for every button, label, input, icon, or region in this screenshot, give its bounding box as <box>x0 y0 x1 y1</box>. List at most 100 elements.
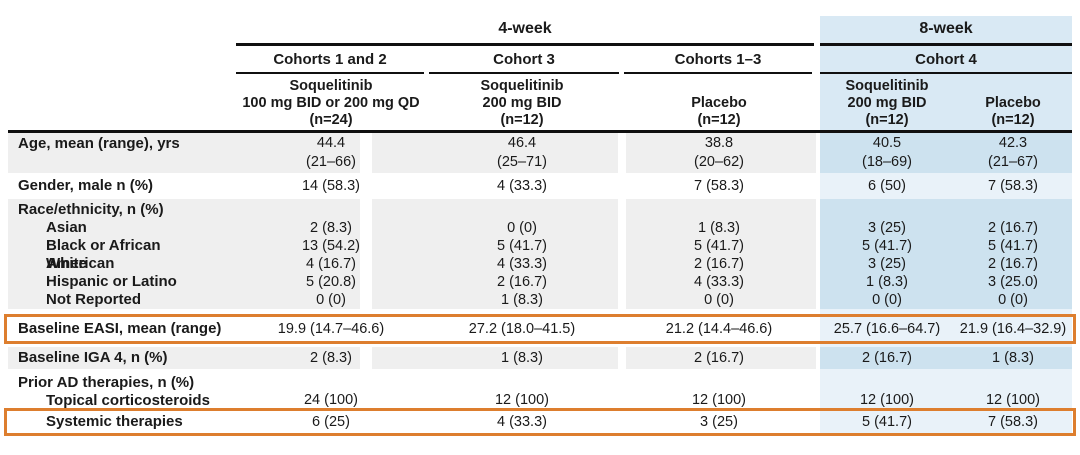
row-prior-ad-therapies: Prior AD therapies, n (%) Topical cortic… <box>8 373 1072 409</box>
sub-row-label: Asian <box>46 219 87 236</box>
cell: 21.2 (14.4–46.6) <box>665 321 773 337</box>
row-baseline-easi: Baseline EASI, mean (range) 19.9 (14.7–4… <box>4 314 1076 344</box>
cell: 3 (25) 5 (41.7) 3 (25) 1 (8.3) 0 (0) <box>820 199 954 309</box>
cell-line: 5 (41.7) <box>988 238 1038 254</box>
row-age: Age, mean (range), yrs 44.4 (21–66) 46.4 (… <box>8 133 1072 173</box>
divider-under-4week <box>236 43 814 46</box>
cell: 2 (8.3) <box>310 350 352 366</box>
blank-line <box>422 201 622 219</box>
cell-line: 4 (33.3) <box>497 256 547 272</box>
row-label: Age, mean (range), yrs <box>18 135 180 152</box>
cell-line: (20–62) <box>694 154 744 170</box>
column-background <box>372 199 618 309</box>
row-gender: Gender, male n (%) 14 (58.3) 4 (33.3) 7 … <box>8 173 1072 199</box>
week8-column-background <box>820 373 1072 409</box>
week8-column-background <box>820 199 1072 309</box>
cell: 1 (8.3) <box>992 350 1034 366</box>
cell: 1 (8.3) 5 (41.7) 2 (16.7) 4 (33.3) 0 (0) <box>623 199 815 309</box>
row-label: Systemic therapies <box>46 413 183 430</box>
cell-line: (25–71) <box>497 154 547 170</box>
column-header-line: 100 mg BID or 200 mg QD <box>242 95 420 111</box>
cell-line: 2 (16.7) <box>988 220 1038 236</box>
column-header-line: Soquelitinib <box>289 78 373 94</box>
cell-line: 3 (25) <box>868 256 906 272</box>
week8-column-background <box>820 315 1072 343</box>
row-spacer <box>8 309 1072 315</box>
column-header-line: (n=12) <box>991 112 1035 128</box>
cell-line: 42.3 <box>998 135 1028 151</box>
column-header-soq-200-c3: Soquelitinib 200 mg BID (n=12) <box>422 76 622 129</box>
cohort-label-1-and-2: Cohorts 1 and 2 <box>273 51 387 68</box>
week8-column-background <box>820 369 1072 373</box>
cell-line: 2 (16.7) <box>988 256 1038 272</box>
cell: 7 (58.3) <box>988 414 1038 430</box>
column-background <box>626 199 816 309</box>
cell: 4 (33.3) <box>497 414 547 430</box>
sub-row-label: Black or African American <box>46 237 161 272</box>
cell: 46.4 (25–71) <box>422 133 622 173</box>
column-header-line: Soquelitinib <box>480 78 564 94</box>
cell: 3 (25) <box>700 414 738 430</box>
column-header-line: Placebo <box>985 95 1041 111</box>
cell: 24 (100) <box>303 392 358 408</box>
row-label: Gender, male n (%) <box>18 177 154 194</box>
cell: 21.9 (16.4–32.9) <box>959 321 1067 337</box>
table-header: 4-week 8-week Cohorts 1 and 2 Cohort 3 C… <box>8 16 1072 133</box>
sub-row-label: Hispanic or Latino <box>46 273 177 290</box>
cell: 1 (8.3) <box>501 350 543 366</box>
cell-line: 3 (25.0) <box>988 274 1038 290</box>
row-race-ethnicity: Race/ethnicity, n (%) Asian Black or Afr… <box>8 199 1072 309</box>
cell-line: 4 (16.7) <box>306 256 356 272</box>
column-header-placebo-c4: Placebo (n=12) <box>954 76 1072 129</box>
cell-line: 0 (0) <box>704 292 734 308</box>
cell-line: 5 (41.7) <box>497 238 547 254</box>
cell-line: (18–69) <box>862 154 912 170</box>
cell: 40.5 (18–69) <box>820 133 954 173</box>
blank-line <box>820 201 954 219</box>
divider-under-8week <box>820 43 1072 46</box>
cell-line: 1 (8.3) <box>866 274 908 290</box>
column-header-soq-100-200: Soquelitinib 100 mg BID or 200 mg QD (n=… <box>229 76 433 129</box>
column-header-line: Placebo <box>691 95 747 111</box>
week8-column-background <box>820 173 1072 199</box>
cell: 6 (25) <box>312 414 350 430</box>
cell-line: 0 (0) <box>998 292 1028 308</box>
cohort-label-4: Cohort 4 <box>915 51 977 68</box>
week8-column-background <box>820 133 1072 173</box>
week8-column-background <box>820 343 1072 347</box>
column-header-line: 200 mg BID <box>482 95 562 111</box>
column-background <box>372 133 618 173</box>
cell-line: 13 (54.2) <box>301 238 361 254</box>
column-background <box>626 133 816 173</box>
column-header-line: (n=12) <box>500 112 544 128</box>
row-label-group: Race/ethnicity, n (%) Asian Black or Afr… <box>18 199 232 309</box>
row-systemic-therapies: Systemic therapies 6 (25) 4 (33.3) 3 (25… <box>4 408 1076 436</box>
underline-cohort-1-and-2 <box>236 72 424 74</box>
cell: 19.9 (14.7–46.6) <box>277 321 385 337</box>
cell-line: 5 (41.7) <box>862 238 912 254</box>
group-header: Race/ethnicity, n (%) <box>18 201 164 218</box>
cell: 14 (58.3) <box>301 178 361 194</box>
column-background <box>372 347 618 369</box>
cell: 2 (16.7) 5 (41.7) 2 (16.7) 3 (25.0) 0 (0… <box>954 199 1072 309</box>
cell-line: 4 (33.3) <box>694 274 744 290</box>
cell-line: 1 (8.3) <box>501 292 543 308</box>
baseline-characteristics-table: 4-week 8-week Cohorts 1 and 2 Cohort 3 C… <box>4 16 1076 436</box>
sub-row-label: White <box>46 255 87 272</box>
cell: 25.7 (16.6–64.7) <box>833 321 941 337</box>
cell-line: 46.4 <box>507 135 537 151</box>
cell: 12 (100) <box>859 392 914 408</box>
cohort-label-1-3: Cohorts 1–3 <box>674 51 762 68</box>
cell-line: 0 (0) <box>507 220 537 236</box>
column-header-placebo-c13: Placebo (n=12) <box>623 76 815 129</box>
column-background <box>8 347 360 369</box>
column-header-line: Soquelitinib <box>845 78 929 94</box>
cell: 0 (0) 5 (41.7) 4 (33.3) 2 (16.7) 1 (8.3) <box>422 199 622 309</box>
table-body: Age, mean (range), yrs 44.4 (21–66) 46.4 (… <box>4 133 1076 436</box>
blank-line <box>623 201 815 219</box>
underline-cohort-4 <box>820 72 1072 74</box>
cell-line: 3 (25) <box>868 220 906 236</box>
period-8week-label: 8-week <box>919 20 973 37</box>
cell: 38.8 (20–62) <box>623 133 815 173</box>
column-header-line: (n=12) <box>865 112 909 128</box>
